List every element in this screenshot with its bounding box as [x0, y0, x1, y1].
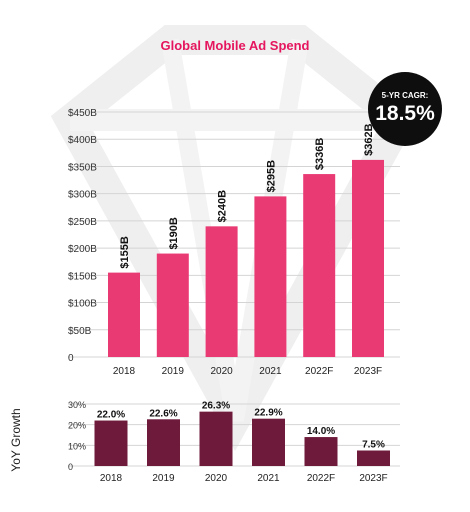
x-tick-label: 2021 — [257, 473, 280, 484]
bar-2019 — [156, 253, 189, 357]
data-label: 14.0% — [307, 426, 335, 437]
bar-2018 — [108, 272, 140, 357]
cagr-label: 5-YR CAGR: — [381, 91, 429, 100]
y-tick-label: 20% — [68, 421, 86, 431]
cagr-value: 18.5% — [375, 102, 435, 125]
data-label: $362B — [363, 123, 375, 155]
yoy-axis-label: YoY Growth — [9, 408, 23, 472]
x-tick-label: 2020 — [205, 473, 228, 484]
x-tick-label: 2018 — [100, 473, 123, 484]
bar-2018 — [94, 420, 128, 466]
x-tick-label: 2023F — [354, 366, 382, 377]
data-label: 22.0% — [97, 410, 125, 421]
bar-2022F — [304, 437, 338, 466]
y-tick-label: $200B — [68, 244, 97, 255]
bar-2020 — [199, 411, 233, 466]
x-tick-label: 2019 — [152, 473, 175, 484]
bar-2020 — [205, 226, 238, 357]
y-tick-label: 30% — [68, 400, 86, 410]
y-tick-label: $250B — [68, 217, 97, 228]
data-label: 22.9% — [254, 408, 282, 419]
x-tick-label: 2020 — [210, 366, 233, 377]
bar-2019 — [147, 419, 180, 466]
y-tick-label: 0 — [68, 353, 74, 364]
y-tick-label: $350B — [68, 162, 97, 173]
data-label: 26.3% — [202, 401, 230, 412]
data-label: $336B — [314, 138, 326, 170]
x-tick-label: 2018 — [113, 366, 136, 377]
y-tick-label: $300B — [68, 190, 97, 201]
y-tick-label: $50B — [68, 326, 92, 337]
x-tick-label: 2022F — [307, 473, 335, 484]
x-tick-label: 2021 — [259, 366, 282, 377]
data-label: $155B — [119, 236, 131, 268]
bar-2022F — [303, 174, 336, 357]
data-label: $190B — [168, 217, 180, 249]
data-label: $240B — [217, 190, 229, 222]
x-tick-label: 2019 — [162, 366, 185, 377]
y-tick-label: $400B — [68, 135, 97, 146]
chart-title: Global Mobile Ad Spend — [160, 38, 310, 53]
y-tick-label: $100B — [68, 299, 97, 310]
data-label: $295B — [265, 160, 277, 192]
bar-2021 — [252, 418, 285, 466]
bar-2023F — [357, 450, 390, 466]
x-tick-label: 2022F — [305, 366, 333, 377]
data-label: 7.5% — [362, 440, 385, 451]
bar-2023F — [352, 159, 384, 357]
y-tick-label: $150B — [68, 271, 97, 282]
x-tick-label: 2023F — [359, 473, 387, 484]
y-tick-label: 10% — [68, 441, 86, 451]
cagr-badge: 5-YR CAGR: 18.5% — [368, 72, 442, 146]
bar-2021 — [254, 196, 287, 357]
y-tick-label: 0 — [68, 462, 73, 472]
data-label: 22.6% — [149, 408, 177, 419]
y-tick-label: $450B — [68, 108, 97, 119]
